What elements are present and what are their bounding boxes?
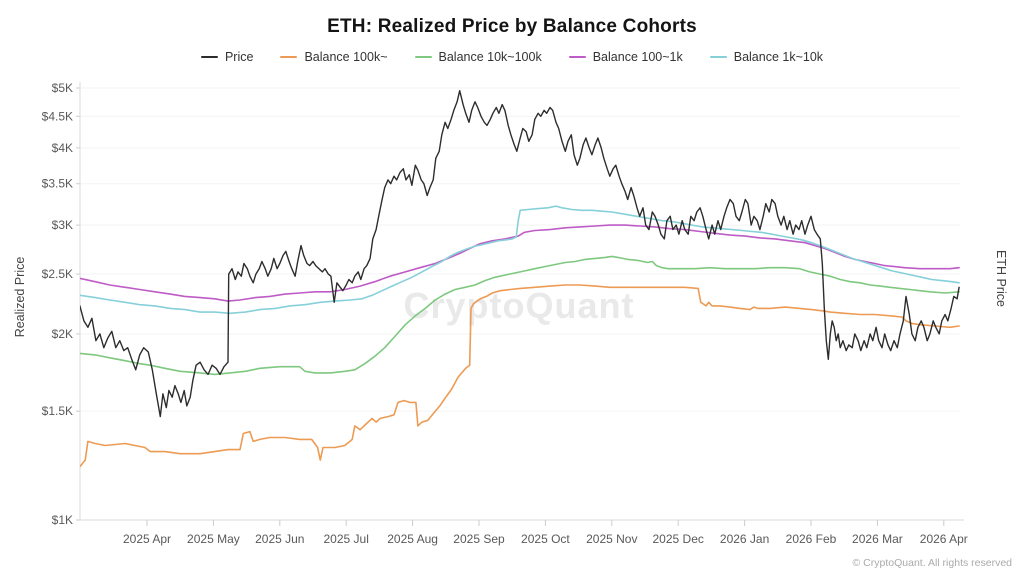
x-tick-label: 2025 Oct — [521, 532, 570, 546]
legend-item-label: Balance 100k~ — [304, 50, 388, 64]
x-tick-label: 2025 Dec — [653, 532, 704, 546]
y-tick-label: $2.5K — [42, 267, 73, 281]
y-tick-label: $1.5K — [42, 404, 73, 418]
legend-item-label: Balance 100~1k — [592, 50, 683, 64]
chart-title: ETH: Realized Price by Balance Cohorts — [327, 16, 697, 37]
x-tick-label: 2026 Feb — [786, 532, 837, 546]
series-line-balance-1k-10k — [80, 205, 960, 315]
x-tick-label: 2025 Aug — [387, 532, 438, 546]
y-axis-title: Realized Price — [13, 256, 27, 338]
x-tick-label: 2025 Jul — [324, 532, 369, 546]
legend: Price Balance 100k~ Balance 10k~100k Balanc… — [0, 50, 1024, 64]
right-axis-title: ETH Price — [994, 250, 1008, 307]
x-tick-label: 2026 Apr — [920, 532, 968, 546]
series-line-price — [80, 89, 960, 418]
copyright-text: © CryptoQuant. All rights reserved — [852, 557, 1012, 569]
x-tick-label: 2026 Jan — [720, 532, 769, 546]
y-tick-label: $3K — [52, 218, 73, 232]
x-tick-label: 2025 Nov — [586, 532, 637, 546]
legend-item-label: Balance 10k~100k — [438, 50, 542, 64]
x-tick-label: 2026 Mar — [852, 532, 903, 546]
y-tick-label: $5K — [52, 81, 73, 95]
legend-item-balance-1k-10k[interactable]: Balance 1k~10k — [709, 50, 824, 64]
legend-item-label: Price — [224, 50, 254, 64]
x-tick-label: 2025 Sep — [453, 532, 505, 546]
legend-dash-icon — [280, 55, 298, 59]
legend-item-balance-10k-100k[interactable]: Balance 10k~100k — [414, 50, 542, 64]
series-line-balance-10k-100k — [80, 255, 960, 376]
series-line-balance-100k- — [80, 284, 960, 468]
y-tick-label: $4.5K — [42, 109, 73, 123]
y-tick-label: $2K — [52, 327, 73, 341]
x-tick-label: 2025 Jun — [255, 532, 304, 546]
watermark: CryptoQuant — [404, 285, 635, 326]
legend-dash-icon — [200, 55, 218, 59]
legend-dash-icon — [709, 55, 727, 59]
y-tick-label: $3.5K — [42, 177, 73, 191]
legend-item-balance-100k-[interactable]: Balance 100k~ — [280, 50, 388, 64]
series-line-balance-100-1k — [80, 224, 960, 302]
legend-dash-icon — [568, 55, 586, 59]
legend-item-label: Balance 1k~10k — [733, 50, 824, 64]
x-tick-label: 2025 May — [187, 532, 240, 546]
y-tick-label: $1K — [52, 513, 73, 527]
y-tick-label: $4K — [52, 141, 73, 155]
x-tick-label: 2025 Apr — [123, 532, 171, 546]
legend-item-price[interactable]: Price — [200, 50, 254, 64]
legend-item-balance-100-1k[interactable]: Balance 100~1k — [568, 50, 683, 64]
legend-dash-icon — [414, 55, 432, 59]
